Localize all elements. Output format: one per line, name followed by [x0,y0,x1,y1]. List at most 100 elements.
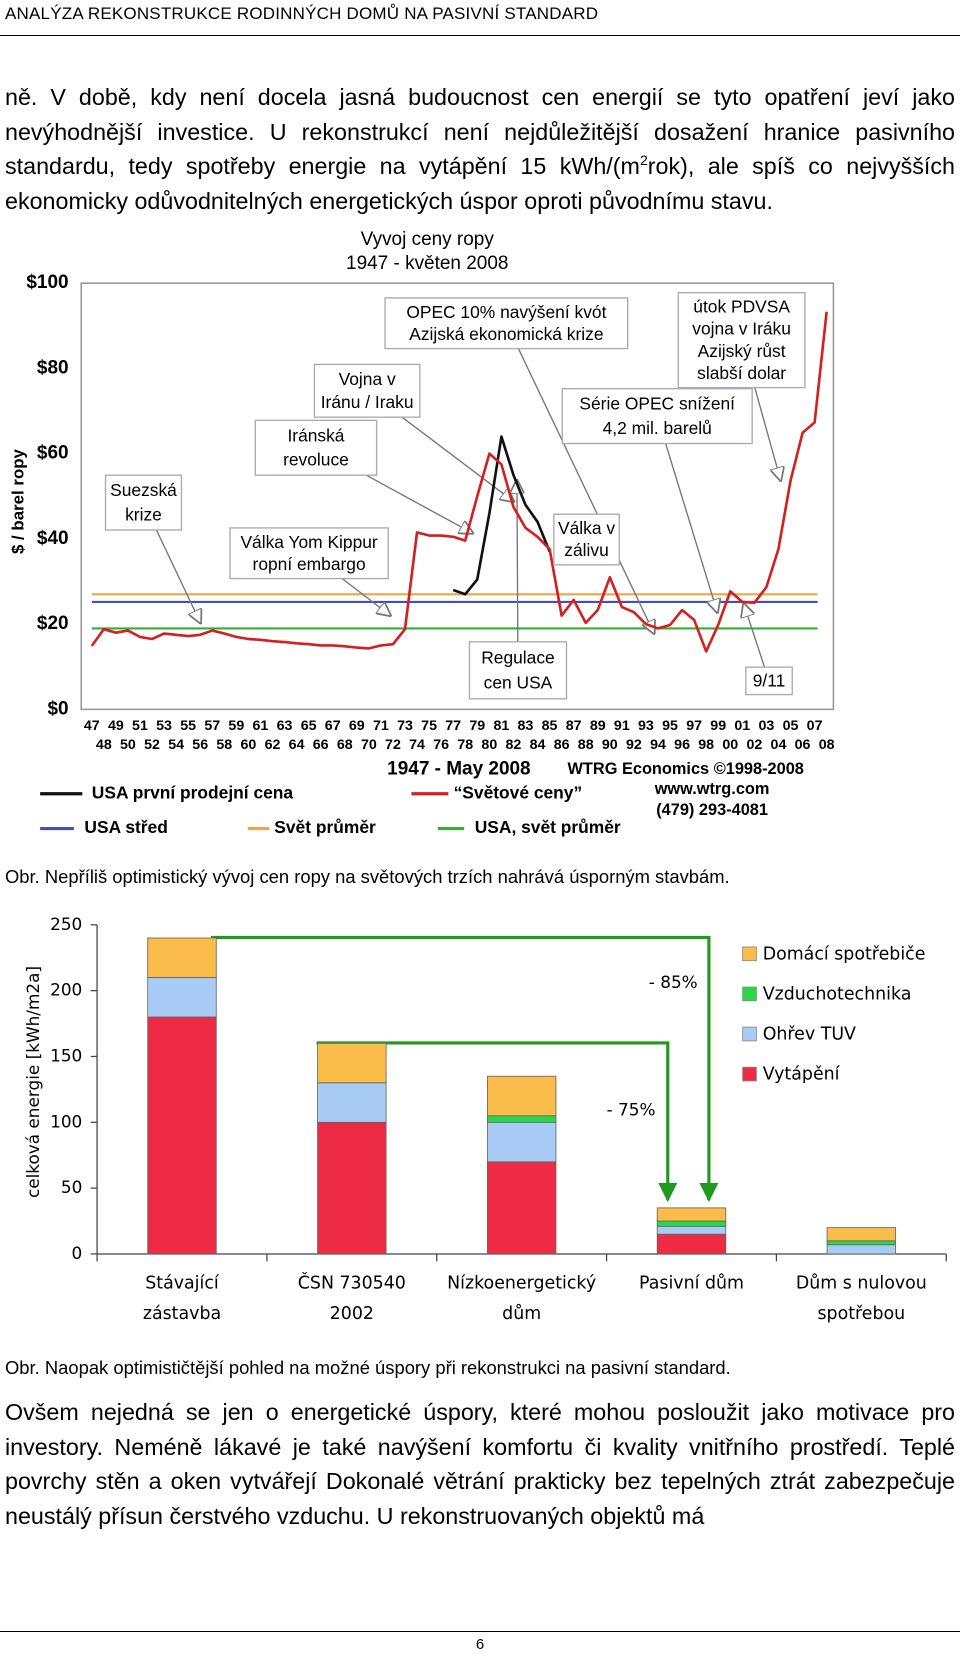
x-tick-label: 05 [783,718,799,734]
annotation-text: Iránská [287,425,344,445]
x-tick-label: 06 [795,736,811,752]
legend-swatch [742,1067,757,1082]
x-axis-label: 1947 - May 2008 [387,758,530,779]
annotation-text: revoluce [283,449,349,469]
x-tick-label: 51 [132,718,148,734]
x-tick-label: 02 [746,736,762,752]
annotation-box [384,296,629,349]
y-tick-label: 0 [72,1243,83,1263]
annotation-box [553,513,620,566]
x-tick-label: 74 [409,736,425,752]
legend-swatch [742,946,757,962]
x-tick-label: 49 [108,718,124,734]
x-tick-label: 67 [325,718,341,734]
annotation-text: Válka Yom Kippur [240,531,377,551]
bar-segment [317,1043,387,1084]
x-tick-label: 83 [518,718,534,734]
x-tick-label: 01 [734,718,750,734]
x-tick-label: 87 [566,718,582,734]
text: ně. V době, kdy není docela jasná budouc… [5,84,955,180]
x-tick-label: dům [502,1304,541,1324]
annotation-text: OPEC 10% navýšení kvót [406,301,606,321]
figure-caption: Obr. Nepříliš optimistický vývoj cen rop… [5,866,730,887]
annotation-arrow [211,936,719,1203]
x-tick-label: 55 [180,718,196,734]
x-tick-label: 66 [313,736,329,752]
annotation-text: cen USA [484,672,553,692]
x-tick-label: 77 [445,718,461,734]
x-tick-label: 81 [493,718,509,734]
x-tick-label: 82 [506,736,522,752]
x-tick-label: 97 [686,718,702,734]
annotation-text: Regulace [481,647,554,667]
annotation-text: Azijský růst [698,340,786,360]
x-tick-label: 59 [228,718,244,734]
annotation-text: útok PDVSA [693,296,790,316]
page-number: 6 [475,1636,485,1653]
x-tick-label: 65 [301,718,317,734]
x-tick-label: 2002 [330,1304,374,1324]
annotation-text: vojna v Iráku [692,318,791,338]
annotation-text: Azijská ekonomická krize [409,323,603,343]
x-tick-label: 03 [759,718,775,734]
x-tick-label: 08 [819,736,835,752]
x-tick-label: 53 [156,718,172,734]
y-tick-label: 150 [50,1046,82,1066]
chart-subtitle: 1947 - květen 2008 [346,253,508,274]
y-tick-label: 50 [61,1178,82,1198]
x-tick-label: Pasivní dům [639,1274,744,1294]
credit: WTRG Economics ©1998-2008 [568,759,804,777]
annotation-text: zálivu [564,540,608,560]
annotation-text: Iránu / Iraku [321,392,414,412]
annotation-box [745,665,793,695]
x-tick-label: 60 [240,736,256,752]
x-tick-label: 58 [216,736,232,752]
annotation-text: ropní embargo [253,553,366,573]
credit: (479) 293-4081 [656,800,768,818]
superscript: 2 [639,152,648,169]
chart-title: Vyvoj ceny ropy [361,228,495,249]
x-tick-label: 80 [481,736,497,752]
x-tick-label: 90 [602,736,618,752]
x-tick-label: 73 [397,718,413,734]
annotation-text: Suezská [110,480,177,500]
header-rule [0,35,960,36]
bar-segment [317,1082,387,1124]
legend-label: USA střed [84,817,167,837]
legend-swatch [742,1027,757,1042]
x-tick-label: 00 [722,736,738,752]
y-tick-label: $0 [47,698,68,719]
x-tick-label: 89 [590,718,606,734]
x-tick-label: Dům s nulovou [796,1274,927,1294]
x-tick-label: 07 [807,718,823,734]
annotation-box [313,363,421,418]
x-tick-label: 54 [168,736,184,752]
x-tick-label: ČSN 730540 [298,1272,406,1294]
x-tick-label: 48 [96,736,112,752]
y-axis-label: $ / barel ropy [8,448,27,554]
bar-segment [147,937,217,979]
x-tick-label: 76 [433,736,449,752]
annotation-text: Série OPEC snížení [579,393,735,413]
annotation-box [229,526,389,579]
y-tick-label: $80 [37,357,69,378]
legend-label: USA, svět průměr [475,817,621,837]
x-tick-label: 94 [650,736,666,752]
x-tick-label: 78 [457,736,473,752]
legend-label: Svět průměr [274,817,376,837]
x-tick-label: 52 [144,736,160,752]
y-tick-label: $100 [26,272,68,293]
x-tick-label: spotřebou [817,1304,905,1324]
x-tick-label: 63 [277,718,293,734]
legend-label: Vytápění [763,1065,841,1085]
y-tick-label: $40 [37,527,69,548]
x-tick-label: Stávající [145,1274,220,1294]
x-tick-label: 04 [771,736,787,752]
x-tick-label: 79 [469,718,485,734]
series-line [452,434,551,596]
annotation-box [104,473,183,531]
y-tick-label: $20 [37,613,69,634]
bar-segment [486,1161,557,1255]
x-tick-label: 86 [554,736,570,752]
